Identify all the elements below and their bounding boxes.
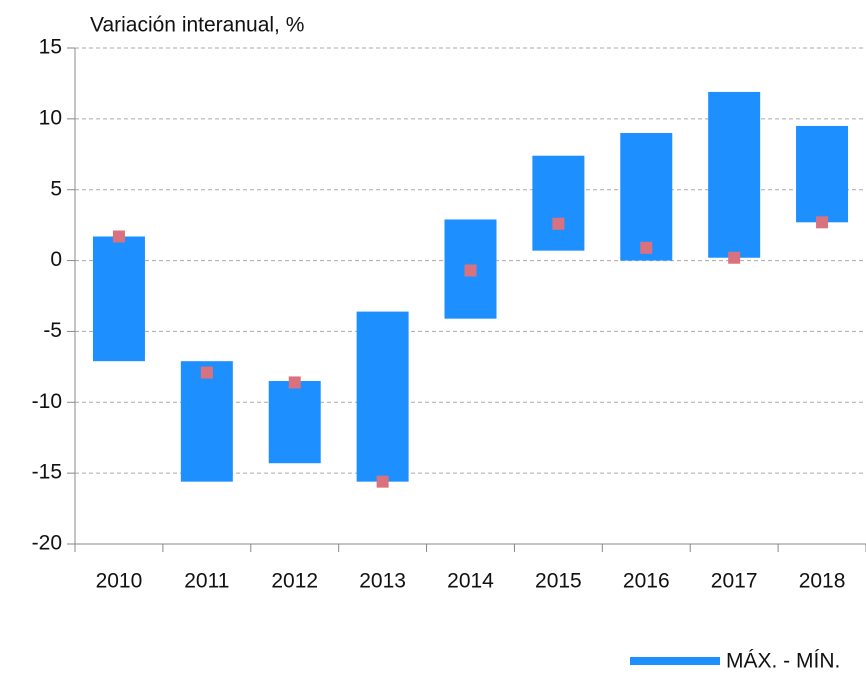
y-tick-label: -10 — [32, 390, 62, 413]
x-tick-label: 2015 — [535, 570, 582, 593]
marker — [728, 251, 741, 264]
y-tick-label: -5 — [43, 319, 62, 342]
y-tick-label: -15 — [32, 461, 62, 484]
bar — [356, 311, 409, 482]
legend-swatch — [630, 657, 720, 665]
marker — [376, 475, 389, 488]
bar — [532, 155, 585, 251]
bar — [268, 381, 321, 464]
y-tick-label: 5 — [50, 177, 62, 200]
y-tick-label: 0 — [50, 248, 62, 271]
x-tick-label: 2010 — [96, 570, 143, 593]
marker — [112, 230, 125, 243]
marker — [816, 216, 829, 229]
x-tick-label: 2018 — [799, 570, 846, 593]
x-tick-label: 2017 — [711, 570, 758, 593]
marker — [288, 376, 301, 389]
marker — [640, 241, 653, 254]
marker — [200, 366, 213, 379]
x-tick-label: 2012 — [271, 570, 318, 593]
bar — [620, 133, 673, 261]
legend-label: MÁX. - MÍN. — [726, 650, 840, 673]
bar — [92, 236, 145, 362]
x-tick-label: 2013 — [359, 570, 406, 593]
x-tick-label: 2014 — [447, 570, 494, 593]
bar — [796, 125, 849, 223]
marker — [552, 217, 565, 230]
bar — [708, 91, 761, 258]
chart-title: Variación interanual, % — [90, 14, 304, 37]
bar — [180, 361, 233, 482]
marker — [464, 264, 477, 277]
x-tick-label: 2011 — [184, 570, 229, 593]
y-tick-label: -20 — [32, 532, 62, 555]
x-tick-label: 2016 — [623, 570, 670, 593]
y-tick-label: 10 — [39, 106, 62, 129]
y-tick-label: 15 — [39, 36, 62, 59]
